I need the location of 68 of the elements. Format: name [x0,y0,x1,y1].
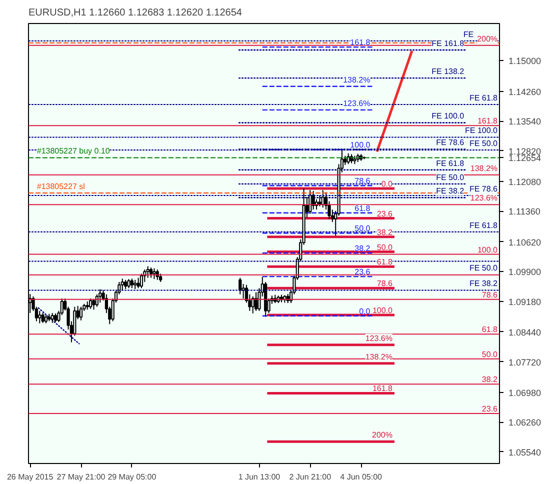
annotation: 161.8 [477,116,498,126]
annotation: FE 78.6 [469,184,498,194]
annotation: #13805227 sl [36,182,86,192]
annotation: 0.0 [359,306,371,316]
annotation: 61.8 [376,258,394,267]
annotation: FE 50.0 [469,139,498,148]
annotation: FE [463,30,474,39]
y-tick-label: 1.09900 [508,267,542,278]
y-tick-label: 1.05540 [508,447,542,458]
annotation: 138.2% [365,352,392,362]
annotation: 0.0 [381,180,394,188]
x-tick-label: 29 May 05:00 [108,472,157,482]
annotation: 38.2 [482,375,498,384]
x-tick-label: 4 Jun 05:00 [340,472,383,482]
y-tick-label: 1.13540 [508,116,542,127]
annotation: 138.2% [470,164,498,173]
annotation: FE 61.8 [436,158,465,168]
annotation: 123.6% [470,194,498,203]
y-tick-label: 1.06980 [508,388,542,398]
y-tick-label: 1.10620 [508,237,542,248]
annotation: 38.2 [376,228,394,237]
annotation: FE 61.8 [469,220,498,230]
y-tick-label: 1.08440 [508,327,542,338]
annotation: 50.0 [354,224,371,234]
annotation: 61.8 [482,325,498,334]
y-tick-label: 1.15000 [508,56,542,66]
annotation: 23.6 [354,268,371,277]
annotation: FE 161.8 [432,38,465,48]
annotation: FE 100.0 [432,112,465,121]
annotation: 50.0 [376,242,394,252]
annotation: 38.2 [354,244,371,254]
annotation: FE 100.0 [465,126,498,136]
x-tick-label: 1 Jun 13:00 [238,472,281,482]
annotation: 78.6 [376,279,394,288]
x-tick-label: 27 May 21:00 [56,472,106,482]
annotation: 100.0 [477,245,498,254]
annotation: 138.2% [343,75,370,84]
annotation: FE 61.8 [469,94,498,103]
annotation: 123.6% [365,334,392,343]
annotation: FE 50.0 [436,172,465,182]
annotation: 100.0 [350,140,371,150]
annotation: 61.8 [354,204,371,213]
annotation: FE 138.2 [432,67,465,76]
annotation: 78.6 [482,290,498,300]
chart-title: EURUSD,H1 1.12660 1.12683 1.12620 1.12654 [28,8,242,18]
annotation: 23.6 [482,404,498,414]
annotation: 78.6 [354,176,371,186]
annotation: 200% [477,34,498,44]
annotation: 123.6% [343,98,370,108]
annotation: 23.6 [376,209,394,218]
y-tick-label: 1.07720 [508,357,542,368]
y-tick-label: 1.12080 [508,176,542,187]
annotation: #13805227 buy 0.10 [36,146,110,156]
annotation: 161.8 [372,384,394,394]
annotation: FE 38.2 [436,186,465,196]
annotation: 161.8 [350,38,371,48]
annotation: 100.0 [372,306,394,316]
x-tick-label: 2 Jun 21:00 [289,472,332,482]
y-tick-label: 1.11360 [508,206,540,217]
y-tick-label: 1.14260 [508,86,542,97]
annotation: FE 78.6 [436,138,465,148]
y-tick-label: 1.09180 [508,296,542,307]
annotation: FE 38.2 [469,279,498,288]
annotation: 200% [372,430,392,440]
x-tick-label: 26 May 2015 [6,472,54,482]
annotation: 50.0 [482,350,498,359]
y-tick-label: 1.06260 [508,418,542,428]
annotation: FE 50.0 [469,263,498,272]
